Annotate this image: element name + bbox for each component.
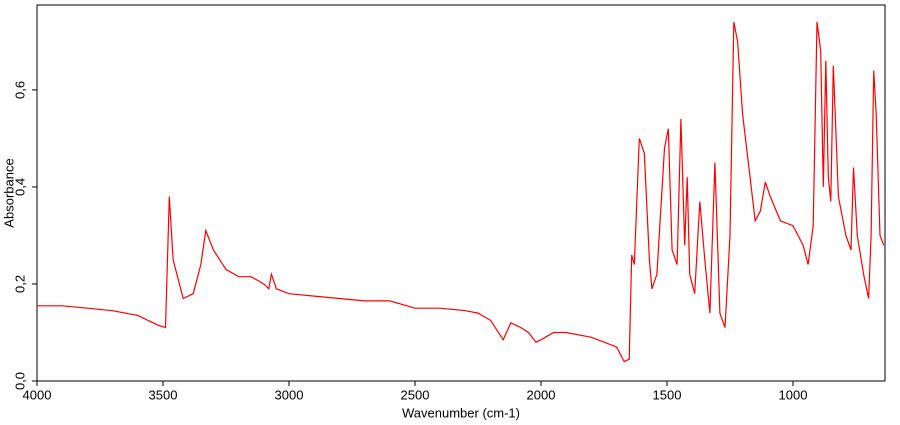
x-tick-label: 3500 bbox=[149, 387, 178, 402]
spectrum-line bbox=[37, 21, 885, 363]
x-tick-label: 3000 bbox=[275, 387, 304, 402]
y-axis-title: Absorbance bbox=[1, 158, 16, 227]
y-tick-label: 0,2 bbox=[12, 275, 27, 293]
x-tick-label: 4000 bbox=[23, 387, 52, 402]
y-tick-label: 0,4 bbox=[12, 178, 27, 196]
x-tick-label: 1500 bbox=[653, 387, 682, 402]
x-tick-label: 2500 bbox=[401, 387, 430, 402]
y-tick-label: 0,0 bbox=[12, 372, 27, 390]
y-tick-label: 0,6 bbox=[12, 81, 27, 99]
x-tick-label: 1000 bbox=[779, 387, 808, 402]
x-axis-title: Wavenumber (cm-1) bbox=[402, 405, 520, 420]
plot-frame bbox=[36, 4, 886, 382]
x-tick-label: 2000 bbox=[527, 387, 556, 402]
